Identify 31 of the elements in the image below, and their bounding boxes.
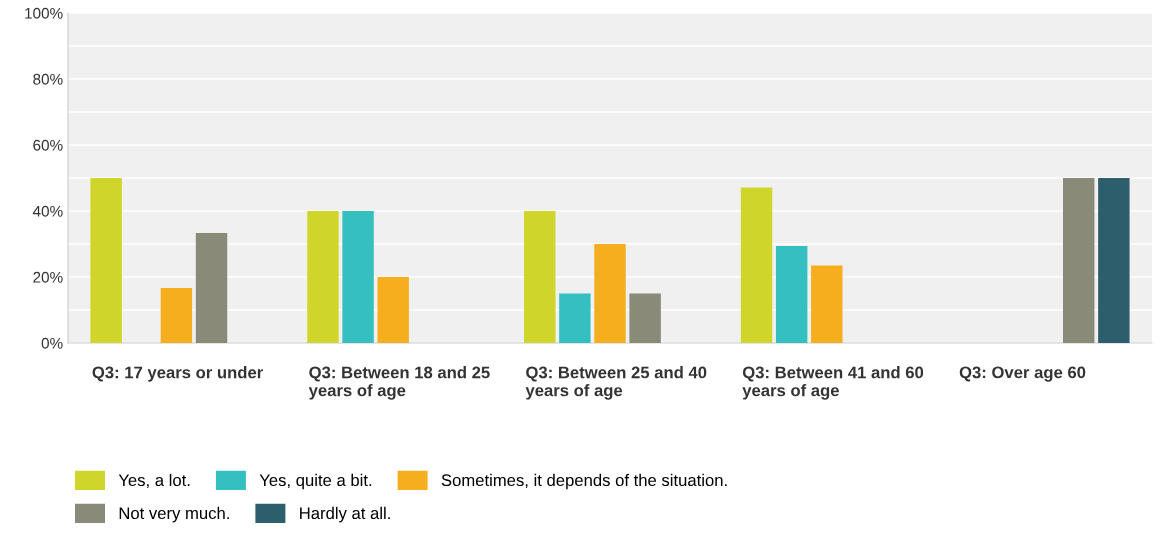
bar	[1098, 178, 1130, 343]
bar	[342, 211, 374, 343]
legend-label: Yes, quite a bit.	[259, 473, 372, 490]
x-tick-label: Q3: Between 18 and 25 years of age	[308, 366, 490, 400]
bar	[307, 211, 339, 343]
bar	[1063, 178, 1095, 343]
legend-label: Hardly at all.	[300, 506, 390, 523]
bar	[90, 178, 122, 343]
y-tick-label: 0%	[41, 337, 63, 349]
y-tick-label: 60%	[33, 139, 63, 151]
y-tick-label: 100%	[25, 7, 63, 19]
y-tick-label: 20%	[33, 271, 63, 283]
x-tick-label: Q3: Between 25 and 40 years of age	[525, 366, 707, 400]
bar	[594, 244, 626, 343]
bar	[811, 265, 843, 343]
bar	[775, 245, 808, 343]
bar	[195, 233, 228, 343]
bar	[377, 277, 409, 343]
y-tick-label: 40%	[32, 205, 63, 217]
legend-label: Yes, a lot.	[118, 473, 190, 489]
bar	[629, 293, 661, 343]
bar	[740, 187, 773, 343]
x-tick-label: Q3: Over age 60	[959, 366, 1086, 382]
legend-label: Not very much.	[119, 506, 229, 523]
bar	[160, 287, 193, 343]
legend-label: Sometimes, it depends of the situation.	[441, 473, 727, 490]
bar	[559, 293, 591, 343]
x-tick-label: Q3: 17 years or under	[92, 366, 263, 382]
y-tick-label: 80%	[33, 73, 63, 85]
bar	[524, 211, 556, 343]
x-tick-label: Q3: Between 41 and 60 years of age	[742, 366, 924, 400]
